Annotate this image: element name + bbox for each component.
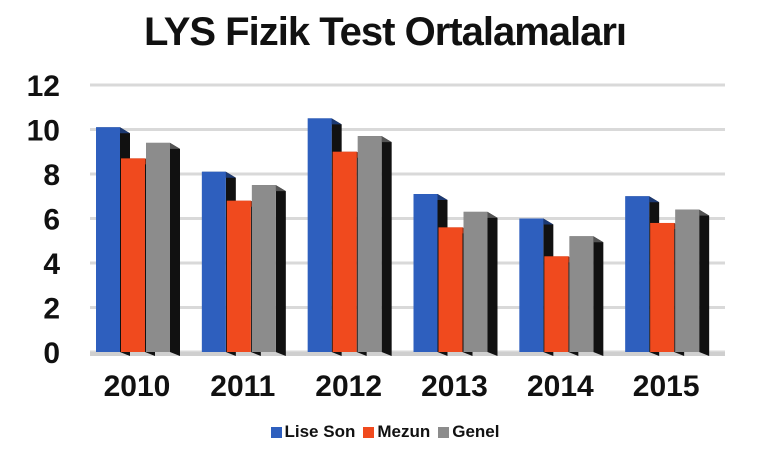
y-tick-label-2: 2 [43,293,60,326]
bar-mezun-2014 [544,256,579,356]
legend-label-mezun: Mezun [377,422,431,441]
legend-label-lise-son: Lise Son [284,422,356,441]
legend-item-lise-son: Lise Son [270,422,356,442]
bar-genel-2014 [569,236,604,356]
bar-genel-2012 [357,136,392,356]
x-axis: 2010 2011 2012 2013 2014 2015 [104,370,700,403]
x-tick-label-2012: 2012 [315,370,382,403]
y-tick-label-4: 4 [43,248,60,281]
x-tick-label-2011: 2011 [210,370,275,403]
bar-genel-2010 [146,142,180,356]
bar-genel-2013 [463,211,498,356]
legend-swatch-genel [438,426,450,438]
y-tick-label-0: 0 [43,337,60,370]
legend-swatch-mezun [363,426,375,438]
bar-genel-2011 [251,185,286,356]
bar-genel-2015 [675,209,710,356]
legend-item-genel: Genel [438,422,500,442]
x-tick-label-2015: 2015 [633,370,700,403]
y-tick-label-12: 12 [27,70,60,103]
chart-title: LYS Fizik Test Ortalamaları [143,10,627,54]
bars [96,118,710,357]
y-axis: 0 2 4 6 8 10 12 [27,70,61,370]
legend-item-mezun: Mezun [363,422,430,442]
grid-lines [90,83,725,356]
bar-lise-son-2014 [519,218,554,356]
legend-label-genel: Genel [452,422,500,441]
legend-swatch-lise-son [270,426,282,438]
legend: Lise Son Mezun Genel [0,422,770,442]
y-tick-label-10: 10 [27,115,60,148]
y-tick-label-8: 8 [43,159,60,192]
x-tick-label-2013: 2013 [421,370,488,403]
y-tick-label-6: 6 [43,204,60,237]
x-tick-label-2014: 2014 [527,370,594,403]
x-tick-label-2010: 2010 [104,370,171,403]
